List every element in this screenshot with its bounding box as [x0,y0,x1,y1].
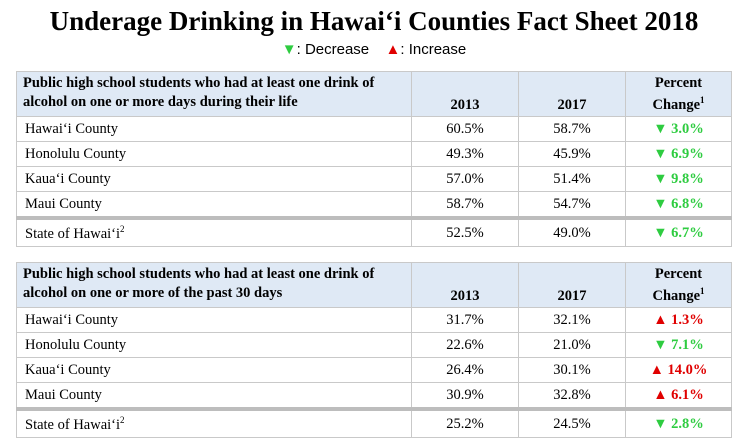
value-2013: 25.2% [411,407,519,438]
state-name: State of Hawaiʻi2 [16,216,412,247]
county-name: Honolulu County [16,141,412,167]
footnote-marker: 1 [700,95,705,106]
value-2013: 57.0% [411,166,519,192]
column-header-2017: 2017 [518,71,626,117]
table-header-row: Public high school students who had at l… [16,262,732,308]
column-header-percent-change: Percent Change1 [625,71,732,117]
value-2017: 21.0% [518,332,626,358]
table-row: Hawaiʻi County 60.5% 58.7% ▼ 3.0% [16,116,732,142]
percent-change-increase: ▲ 14.0% [625,357,732,383]
percent-change-decrease: ▼ 9.8% [625,166,732,192]
legend-increase-label: : Increase [400,41,467,58]
county-name: Kauaʻi County [16,357,412,383]
state-total-row: State of Hawaiʻi2 25.2% 24.5% ▼ 2.8% [16,407,732,438]
legend-decrease-label: : Decrease [296,41,370,58]
table-description: Public high school students who had at l… [16,71,412,117]
table-row: Maui County 30.9% 32.8% ▲ 6.1% [16,382,732,410]
footnote-marker: 2 [120,223,125,234]
value-2013: 30.9% [411,382,519,410]
percent-change-decrease: ▼ 2.8% [625,407,732,438]
percent-change-increase: ▲ 1.3% [625,307,732,333]
value-2017: 32.1% [518,307,626,333]
county-name: Maui County [16,382,412,410]
value-2017: 54.7% [518,191,626,219]
table-row: Honolulu County 22.6% 21.0% ▼ 7.1% [16,332,732,358]
value-2013: 22.6% [411,332,519,358]
value-2017: 45.9% [518,141,626,167]
county-name: Hawaiʻi County [16,307,412,333]
state-total-row: State of Hawaiʻi2 52.5% 49.0% ▼ 6.7% [16,216,732,247]
value-2017: 24.5% [518,407,626,438]
column-header-percent-change: Percent Change1 [625,262,732,308]
column-header-2017: 2017 [518,262,626,308]
value-2017: 32.8% [518,382,626,410]
percent-change-label: Percent Change [652,266,703,304]
percent-change-decrease: ▼ 3.0% [625,116,732,142]
decrease-triangle-icon: ▼ [281,41,297,58]
county-name: Honolulu County [16,332,412,358]
county-name: Hawaiʻi County [16,116,412,142]
percent-change-decrease: ▼ 6.8% [625,191,732,219]
increase-triangle-icon: ▲ [385,41,401,58]
value-2013: 31.7% [411,307,519,333]
footnote-marker: 1 [700,286,705,297]
table-description: Public high school students who had at l… [16,262,412,308]
value-2013: 52.5% [411,216,519,247]
table-row: Maui County 58.7% 54.7% ▼ 6.8% [16,191,732,219]
value-2013: 26.4% [411,357,519,383]
value-2013: 60.5% [411,116,519,142]
lifetime-drinking-table: Public high school students who had at l… [16,71,732,247]
table-row: Kauaʻi County 57.0% 51.4% ▼ 9.8% [16,166,732,192]
county-name: Maui County [16,191,412,219]
state-name: State of Hawaiʻi2 [16,407,412,438]
value-2017: 49.0% [518,216,626,247]
page-title: Underage Drinking in Hawaiʻi Counties Fa… [49,6,699,36]
value-2017: 51.4% [518,166,626,192]
column-header-2013: 2013 [411,71,519,117]
table-row: Honolulu County 49.3% 45.9% ▼ 6.9% [16,141,732,167]
percent-change-decrease: ▼ 6.9% [625,141,732,167]
footnote-marker: 2 [120,414,125,425]
table-row: Hawaiʻi County 31.7% 32.1% ▲ 1.3% [16,307,732,333]
percent-change-decrease: ▼ 7.1% [625,332,732,358]
table-header-row: Public high school students who had at l… [16,71,732,117]
value-2017: 30.1% [518,357,626,383]
value-2013: 58.7% [411,191,519,219]
table-row: Kauaʻi County 26.4% 30.1% ▲ 14.0% [16,357,732,383]
value-2017: 58.7% [518,116,626,142]
legend: ▼: Decrease ▲: Increase [0,40,748,60]
percent-change-label: Percent Change [652,75,703,113]
county-name: Kauaʻi County [16,166,412,192]
column-header-2013: 2013 [411,262,519,308]
past-30-days-drinking-table: Public high school students who had at l… [16,262,732,438]
value-2013: 49.3% [411,141,519,167]
percent-change-decrease: ▼ 6.7% [625,216,732,247]
percent-change-increase: ▲ 6.1% [625,382,732,410]
